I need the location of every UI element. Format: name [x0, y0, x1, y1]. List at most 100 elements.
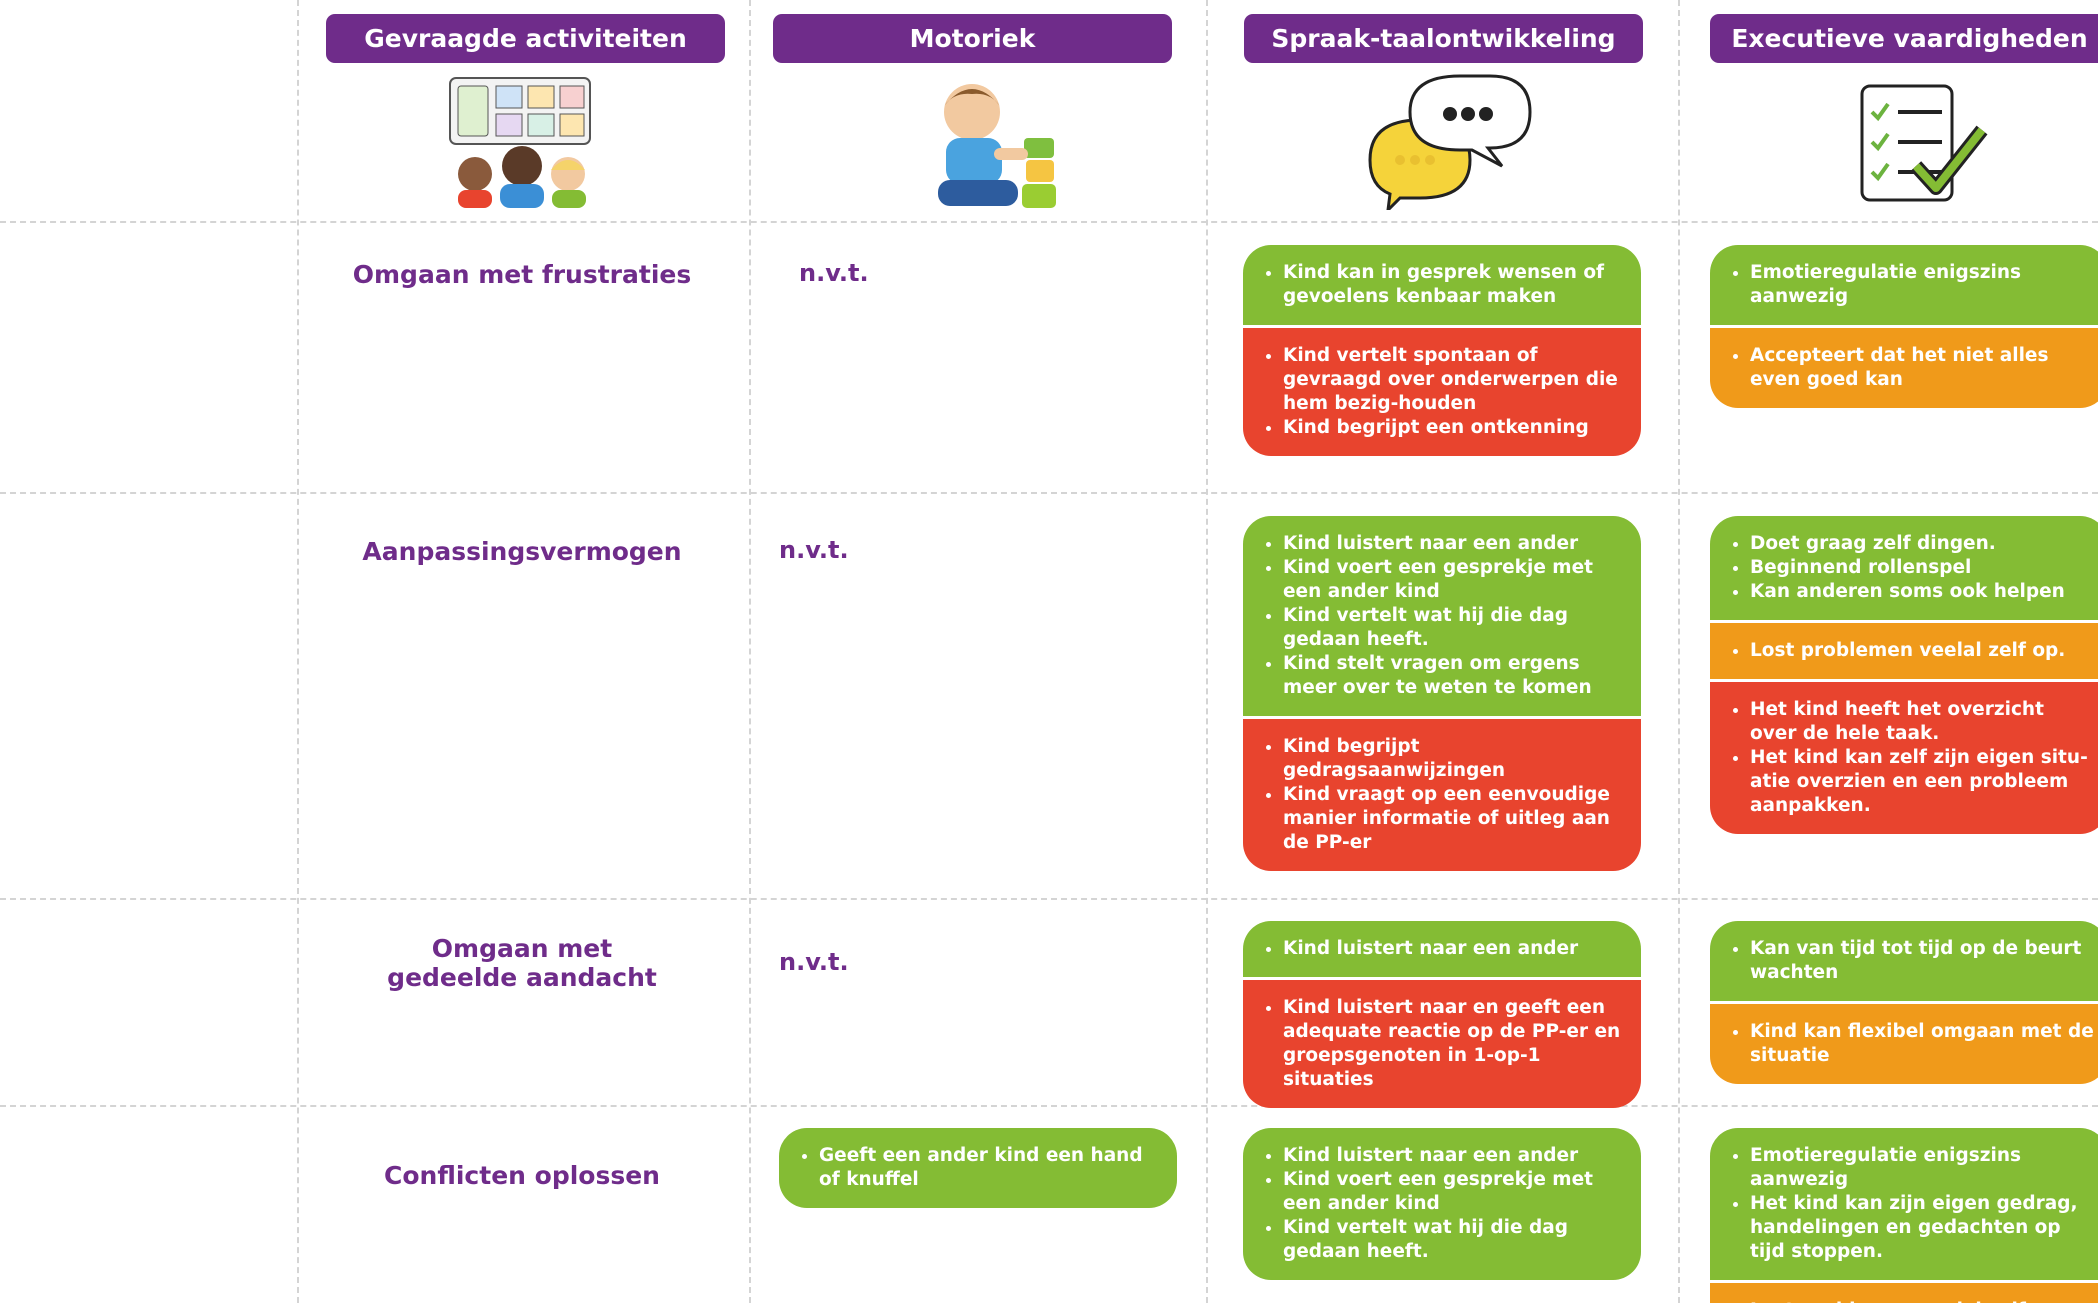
row-label: Aanpassingsvermogen [312, 537, 732, 566]
cell-group: Emotieregulatie enigszins aanwezig Accept… [1710, 245, 2098, 408]
criteria-item: Kind luistert naar een ander [1283, 937, 1627, 961]
cell-group: Kind luistert naar een anderKind voert e… [1243, 516, 1641, 871]
criteria-block: Geeft een ander kind een hand of knuffel [779, 1128, 1177, 1208]
column-header: Executieve vaardigheden [1710, 14, 2098, 63]
criteria-block: Emotieregulatie enigszins aanwezig [1710, 245, 2098, 325]
checklist-icon [1860, 84, 1988, 202]
criteria-list: Doet graag zelf dingen.Beginnend rollens… [1726, 532, 2094, 604]
criteria-block: Kind vertelt spontaan of gevraagd over o… [1243, 328, 1641, 456]
criteria-item: Kind kan flexibel omgaan met de situatie [1750, 1020, 2094, 1068]
cell-group: Kind luistert naar een ander Kind luister… [1243, 921, 1641, 1108]
divider [297, 0, 299, 1303]
criteria-list: Emotieregulatie enigszins aanwezig [1726, 261, 2094, 309]
divider [1678, 0, 1680, 1303]
divider [1206, 0, 1208, 1303]
criteria-item: Kind voert een gesprekje met een ander k… [1283, 1168, 1627, 1216]
criteria-item: Kind begrijpt een ontkenning [1283, 416, 1627, 440]
criteria-item: Kind stelt vragen om ergens meer over te… [1283, 652, 1627, 700]
cell-group: Emotieregulatie enigszins aanwezigHet ki… [1710, 1128, 2098, 1303]
criteria-item: Het kind heeft het overzicht over de hel… [1750, 698, 2094, 746]
criteria-list: Kind kan in gesprek wensen of gevoelens … [1259, 261, 1627, 309]
cell-group: Geeft een ander kind een hand of knuffel [779, 1128, 1177, 1208]
criteria-item: Kind kan in gesprek wensen of gevoelens … [1283, 261, 1627, 309]
criteria-item: Lost problemen veelal zelf op. [1750, 639, 2094, 663]
row-label: Conflicten oplossen [312, 1161, 732, 1190]
criteria-block: Lost problemen veelal zelf op [1710, 1283, 2098, 1303]
divider [0, 492, 2098, 494]
criteria-list: Kind kan flexibel omgaan met de situatie [1726, 1020, 2094, 1068]
criteria-list: Emotieregulatie enigszins aanwezigHet ki… [1726, 1144, 2094, 1264]
criteria-item: Kan van tijd tot tijd op de beurt wachte… [1750, 937, 2094, 985]
criteria-list: Kan van tijd tot tijd op de beurt wachte… [1726, 937, 2094, 985]
cell-group: Kan van tijd tot tijd op de beurt wachte… [1710, 921, 2098, 1084]
divider [0, 898, 2098, 900]
criteria-item: Kind begrijpt gedragsaanwijzingen [1283, 735, 1627, 783]
row-label-line: Omgaan met [431, 934, 613, 963]
column-header: Motoriek [773, 14, 1172, 63]
criteria-list: Accepteert dat het niet alles even goed … [1726, 344, 2094, 392]
criteria-item: Kind vertelt wat hij die dag gedaan heef… [1283, 604, 1627, 652]
divider [0, 1105, 2098, 1107]
criteria-item: Kan anderen soms ook helpen [1750, 580, 2094, 604]
criteria-list: Lost problemen veelal zelf op. [1726, 639, 2094, 663]
row-label: Omgaan met gedeelde aandacht [312, 934, 732, 992]
criteria-list: Lost problemen veelal zelf op [1726, 1299, 2094, 1303]
criteria-block: Kind luistert naar een anderKind voert e… [1243, 516, 1641, 716]
cell-group: Doet graag zelf dingen.Beginnend rollens… [1710, 516, 2098, 834]
criteria-block: Kind luistert naar een ander [1243, 921, 1641, 977]
criteria-list: Het kind heeft het overzicht over de hel… [1726, 698, 2094, 818]
criteria-item: Emotieregulatie enigszins aanwezig [1750, 261, 2094, 309]
cell-group: Kind kan in gesprek wensen of gevoelens … [1243, 245, 1641, 456]
criteria-item: Doet graag zelf dingen. [1750, 532, 2094, 556]
column-header: Gevraagde activiteiten [326, 14, 725, 63]
divider [0, 221, 2098, 223]
criteria-item: Kind vraagt op een eenvoudige manier inf… [1283, 783, 1627, 855]
criteria-block: Kind begrijpt gedragsaanwijzingenKind vr… [1243, 719, 1641, 871]
criteria-item: Lost problemen veelal zelf op [1750, 1299, 2094, 1303]
criteria-item: Beginnend rollenspel [1750, 556, 2094, 580]
criteria-block: Kind luistert naar en geeft een adequate… [1243, 980, 1641, 1108]
criteria-item: Geeft een ander kind een hand of knuffel [819, 1144, 1163, 1192]
row-label-line: Aanpassingsvermogen [362, 536, 682, 566]
criteria-list: Kind luistert naar een anderKind voert e… [1259, 532, 1627, 700]
criteria-block: Kind luistert naar een anderKind voert e… [1243, 1128, 1641, 1280]
criteria-block: Lost problemen veelal zelf op. [1710, 623, 2098, 679]
criteria-list: Geeft een ander kind een hand of knuffel [795, 1144, 1163, 1192]
column-header: Spraak-taalontwikkeling [1244, 14, 1643, 63]
criteria-block: Doet graag zelf dingen.Beginnend rollens… [1710, 516, 2098, 620]
criteria-list: Kind begrijpt gedragsaanwijzingenKind vr… [1259, 735, 1627, 855]
criteria-block: Kind kan in gesprek wensen of gevoelens … [1243, 245, 1641, 325]
row-label-line: Conflicten oplossen [384, 1160, 660, 1190]
criteria-item: Kind vertelt spontaan of gevraagd over o… [1283, 344, 1627, 416]
criteria-block: Emotieregulatie enigszins aanwezigHet ki… [1710, 1128, 2098, 1280]
criteria-block: Kind kan flexibel omgaan met de situatie [1710, 1004, 2098, 1084]
criteria-item: Accepteert dat het niet alles even goed … [1750, 344, 2094, 392]
row-label-line: gedeelde aandacht [387, 963, 657, 992]
not-applicable: n.v.t. [779, 948, 849, 976]
criteria-list: Kind luistert naar een ander [1259, 937, 1627, 961]
activities-icon [449, 77, 591, 208]
criteria-item: Kind luistert naar een ander [1283, 1144, 1627, 1168]
not-applicable: n.v.t. [799, 259, 869, 287]
criteria-list: Kind vertelt spontaan of gevraagd over o… [1259, 344, 1627, 440]
criteria-block: Accepteert dat het niet alles even goed … [1710, 328, 2098, 408]
not-applicable: n.v.t. [779, 536, 849, 564]
speech-icon [1368, 74, 1532, 210]
divider [749, 0, 751, 1303]
criteria-item: Kind vertelt wat hij die dag gedaan heef… [1283, 1216, 1627, 1264]
criteria-item: Kind luistert naar en geeft een adequate… [1283, 996, 1627, 1092]
criteria-block: Het kind heeft het overzicht over de hel… [1710, 682, 2098, 834]
row-label: Omgaan met frustraties [312, 260, 732, 289]
criteria-item: Kind luistert naar een ander [1283, 532, 1627, 556]
criteria-item: Emotieregulatie enigszins aanwezig [1750, 1144, 2094, 1192]
row-label-line: Omgaan met frustraties [352, 259, 692, 289]
motor-icon [938, 84, 1056, 208]
cell-group: Kind luistert naar een anderKind voert e… [1243, 1128, 1641, 1280]
criteria-block: Kan van tijd tot tijd op de beurt wachte… [1710, 921, 2098, 1001]
criteria-list: Kind luistert naar een anderKind voert e… [1259, 1144, 1627, 1264]
criteria-item: Het kind kan zijn eigen gedrag, handelin… [1750, 1192, 2094, 1264]
criteria-item: Het kind kan zelf zijn eigen situ-atie o… [1750, 746, 2094, 818]
criteria-list: Kind luistert naar en geeft een adequate… [1259, 996, 1627, 1092]
